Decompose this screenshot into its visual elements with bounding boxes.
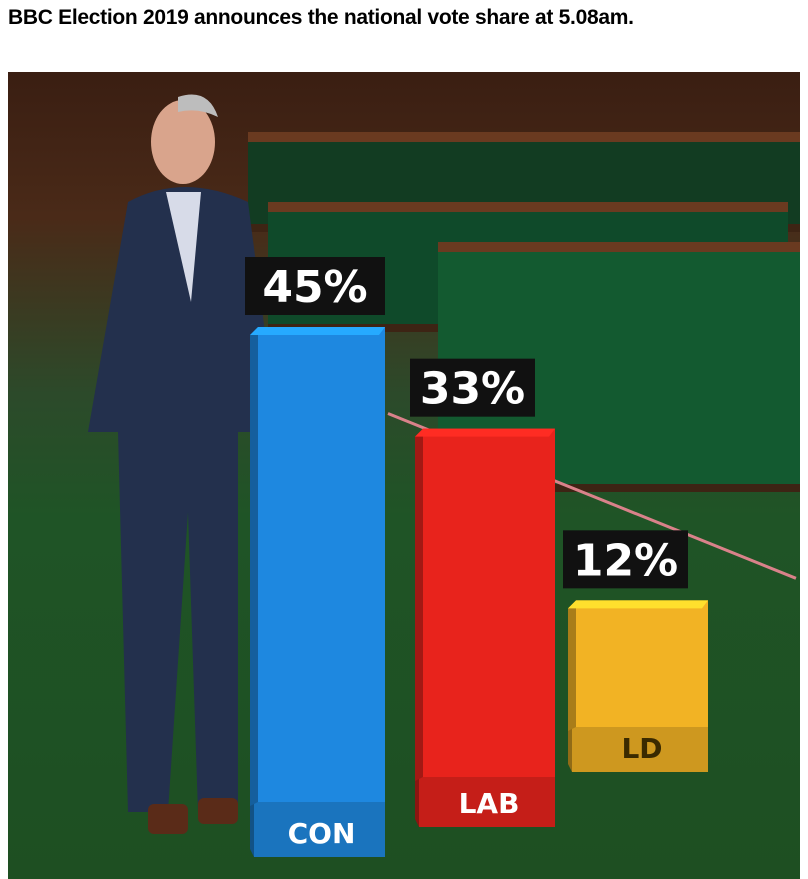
value-label-lab: 33% — [420, 364, 525, 415]
category-label-ld: LD — [621, 732, 662, 765]
bar-base-ld — [572, 727, 708, 772]
bar-side — [250, 327, 258, 806]
value-label-ld: 12% — [573, 535, 678, 586]
bar-top — [250, 327, 385, 335]
vote-share-chart: CON 45% LAB 33% LD 12% — [245, 257, 708, 857]
bar-top — [415, 428, 555, 437]
bar-base-lab — [419, 777, 555, 827]
category-label-con: CON — [288, 817, 356, 850]
bar-base-con — [254, 802, 385, 857]
value-label-con: 45% — [262, 262, 367, 313]
bar-base-side — [415, 777, 419, 827]
caption: BBC Election 2019 announces the national… — [8, 6, 634, 29]
category-label-lab: LAB — [459, 787, 520, 820]
value-label-box — [245, 257, 385, 315]
value-label-box — [563, 530, 688, 589]
value-label-box — [410, 358, 535, 417]
bar-base-side — [568, 727, 572, 772]
bar-con — [258, 327, 385, 802]
bar-top — [568, 600, 708, 609]
presenter — [88, 94, 278, 834]
broadcast-still: CON 45% LAB 33% LD 12% — [8, 72, 800, 879]
bar-lab — [423, 428, 555, 777]
bar-base-side — [250, 802, 254, 857]
bar-ld — [576, 600, 708, 727]
bar-side — [415, 428, 423, 781]
bar-side — [568, 600, 576, 731]
